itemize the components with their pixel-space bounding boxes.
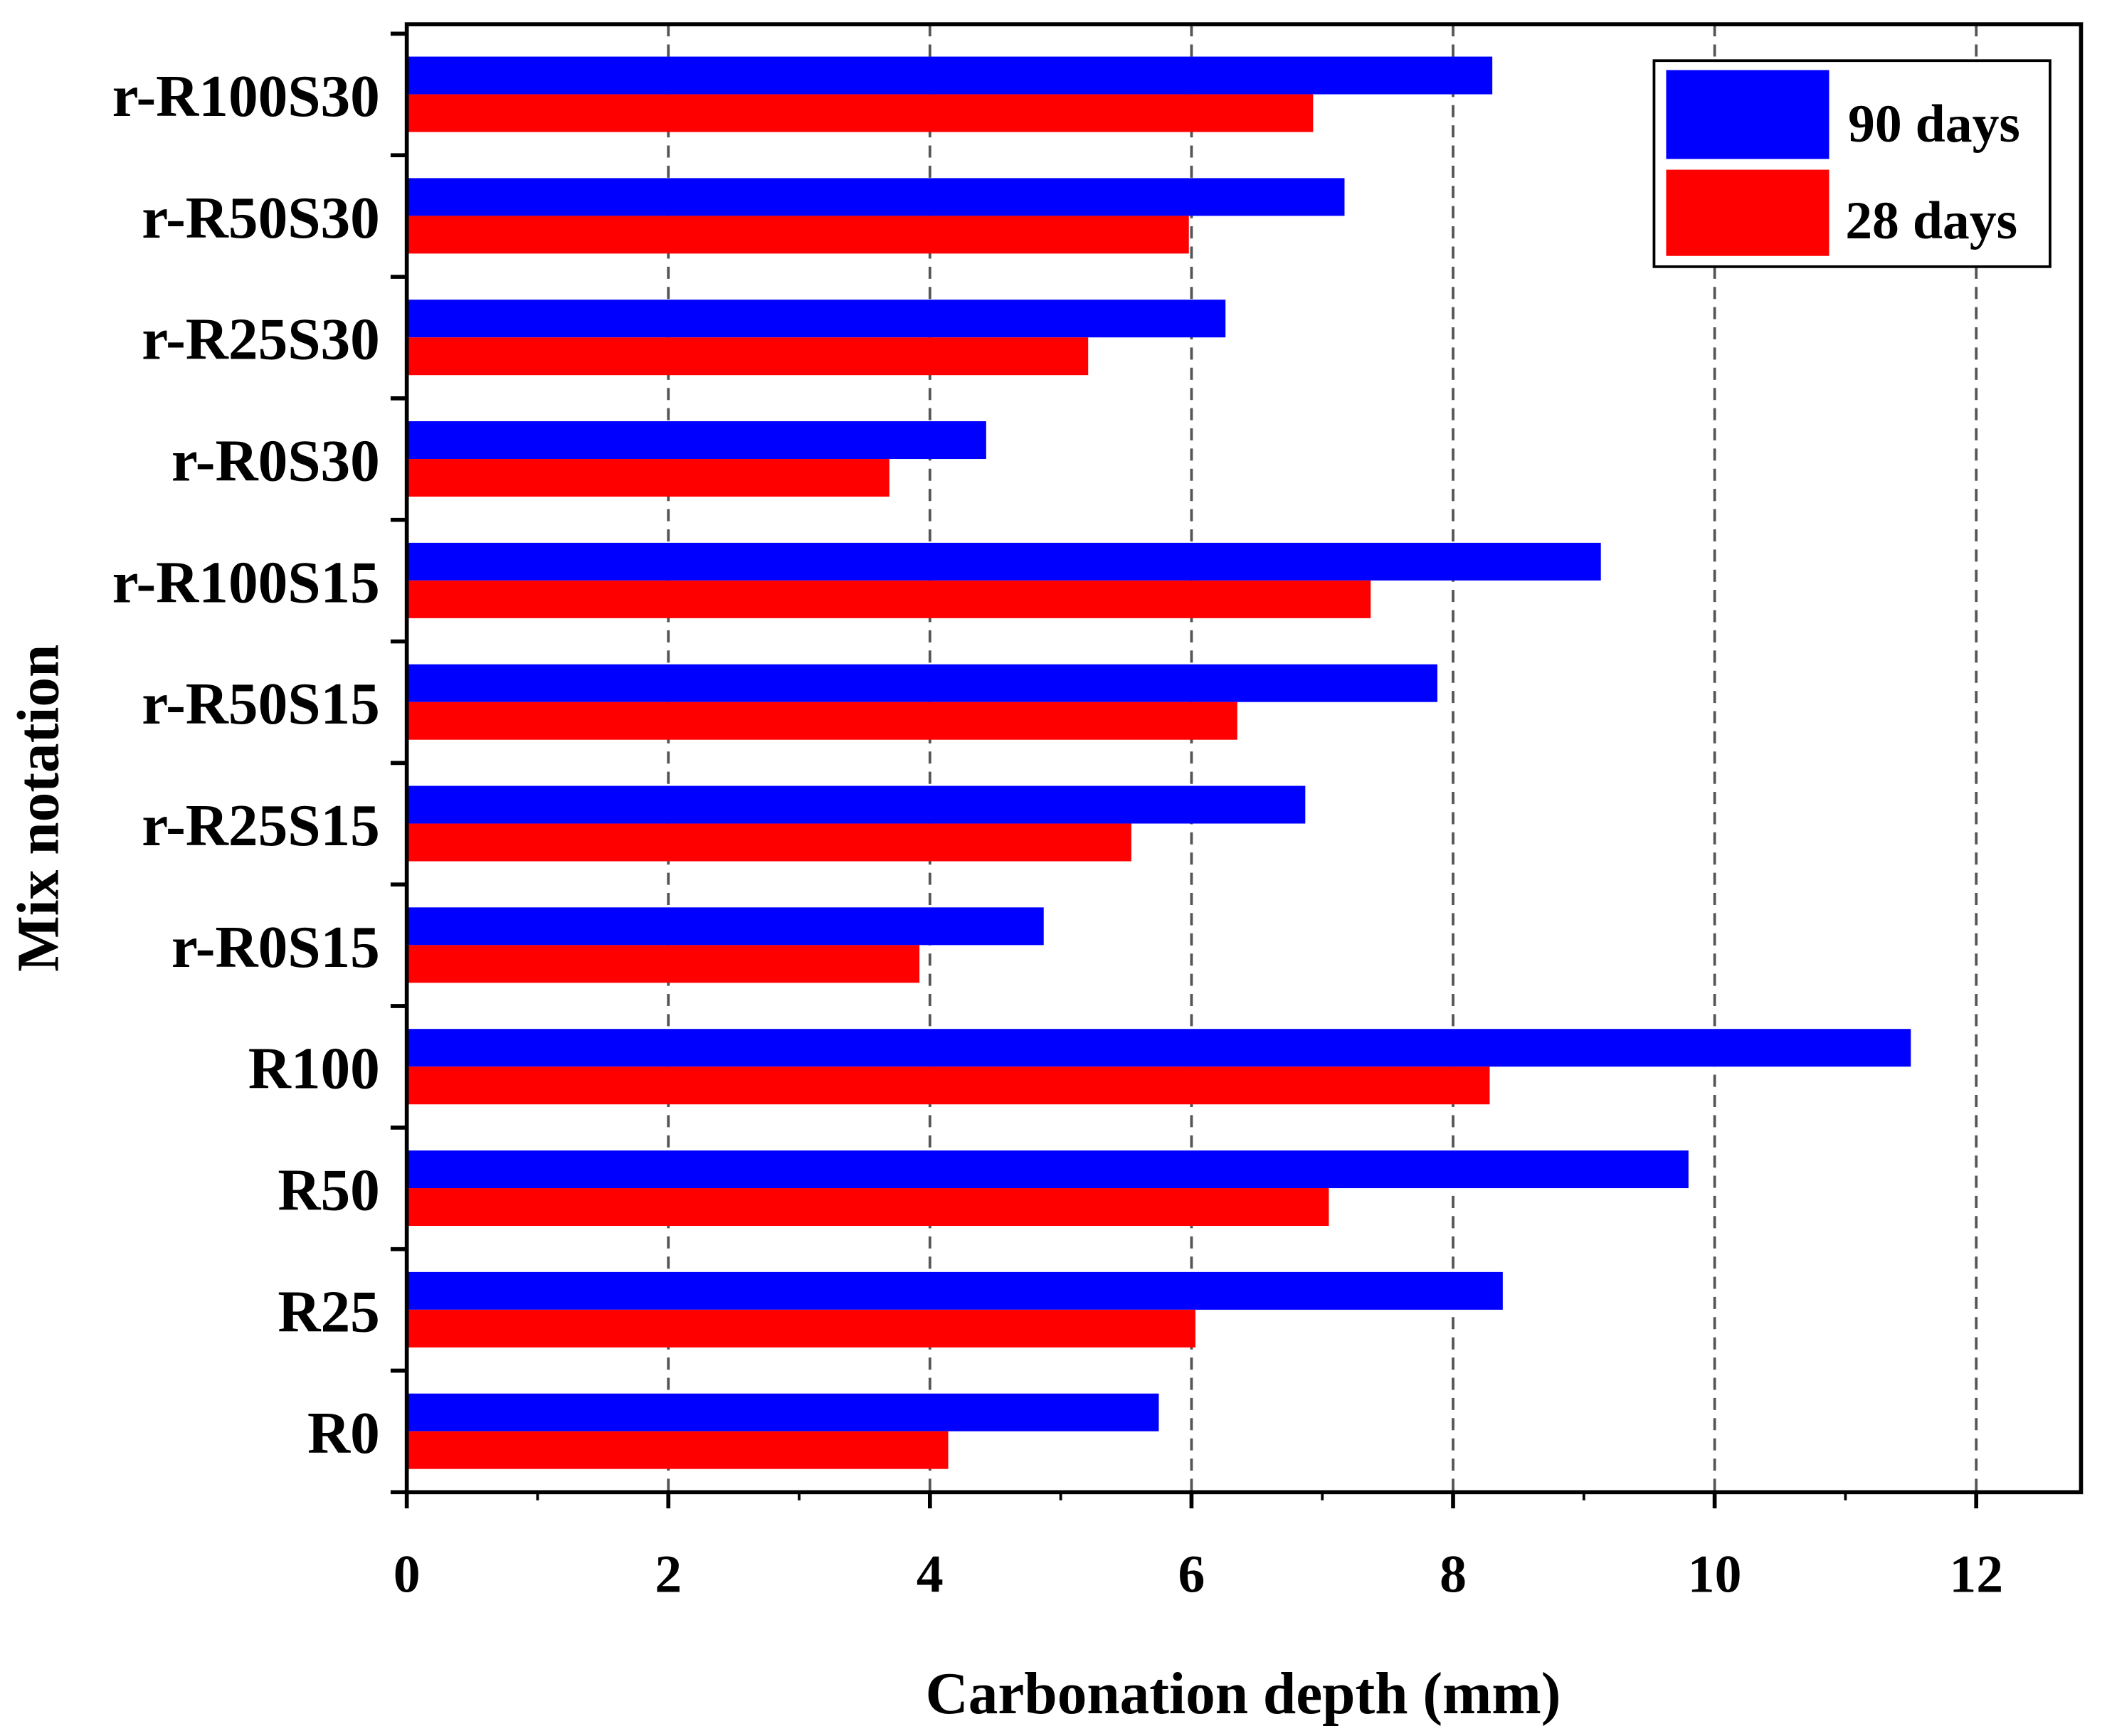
bar-r-R100S30-90-days xyxy=(406,56,1493,95)
y-tick-label: r-R100S15 xyxy=(112,550,380,615)
bar-r-R50S15-90-days xyxy=(406,664,1437,702)
bar-R100-28-days xyxy=(406,1067,1490,1105)
x-tick-label: 2 xyxy=(655,1545,682,1604)
bar-R0-28-days xyxy=(406,1431,949,1469)
legend-label-90-days: 90 days xyxy=(1848,95,2020,154)
grid-lines xyxy=(667,24,1978,1493)
y-tick-label: R25 xyxy=(278,1279,379,1345)
bar-r-R0S30-28-days xyxy=(406,459,889,497)
legend-swatch-28-days xyxy=(1666,169,1829,256)
y-axis: r-R100S30 r-R50S30 r-R25S30 r-R0S30 r-R100S1… xyxy=(112,31,407,1495)
bar-R50-28-days xyxy=(406,1188,1329,1227)
bar-r-R25S15-90-days xyxy=(406,785,1306,824)
x-tick-label: 12 xyxy=(1949,1545,2003,1604)
bar-r-R100S15-28-days xyxy=(406,580,1371,618)
x-tick-label: 10 xyxy=(1688,1545,1742,1604)
bar-r-R50S30-90-days xyxy=(406,178,1345,216)
bar-r-R50S30-28-days xyxy=(406,216,1189,254)
legend-swatch-90-days xyxy=(1666,70,1829,159)
y-tick-label: r-R25S15 xyxy=(142,793,380,859)
legend-label-28-days: 28 days xyxy=(1845,191,2017,250)
x-tick-label: 8 xyxy=(1440,1545,1467,1604)
y-axis-title: Mix notation xyxy=(6,645,71,972)
x-tick-label: 4 xyxy=(917,1545,944,1604)
bar-R25-90-days xyxy=(406,1271,1503,1310)
legend: 90 days 28 days xyxy=(1652,59,2052,268)
bar-r-R50S15-28-days xyxy=(406,702,1237,740)
bar-R0-90-days xyxy=(406,1393,1159,1431)
bar-r-R100S30-28-days xyxy=(406,94,1314,132)
bar-R50-90-days xyxy=(406,1150,1689,1189)
y-tick-label: r-R25S30 xyxy=(142,307,380,373)
y-tick-label: r-R100S30 xyxy=(112,64,380,129)
y-tick-label: r-R50S30 xyxy=(142,186,380,251)
bar-r-R25S30-90-days xyxy=(406,300,1226,338)
bar-r-R25S30-28-days xyxy=(406,337,1089,376)
bars xyxy=(406,56,1911,1469)
x-tick-label: 0 xyxy=(394,1545,421,1604)
bar-r-R0S15-90-days xyxy=(406,907,1044,946)
bar-R100-90-days xyxy=(406,1029,1911,1067)
y-tick-label: r-R0S15 xyxy=(171,915,380,980)
y-tick-label: R0 xyxy=(307,1401,380,1466)
bar-r-R0S30-90-days xyxy=(406,421,986,460)
bar-r-R0S15-28-days xyxy=(406,945,920,983)
x-axis: 0 2 4 6 8 10 12 xyxy=(394,1492,2003,1604)
y-tick-label: r-R50S15 xyxy=(142,672,380,737)
y-tick-label: R100 xyxy=(248,1037,380,1102)
bar-r-R100S15-90-days xyxy=(406,542,1601,581)
plot-frame xyxy=(404,22,2084,1495)
x-axis-title: Carbonation depth (mm) xyxy=(926,1661,1561,1727)
bar-R25-28-days xyxy=(406,1309,1195,1348)
y-tick-label: R50 xyxy=(278,1158,379,1224)
y-tick-label: r-R0S30 xyxy=(171,429,380,494)
x-tick-label: 6 xyxy=(1178,1545,1205,1604)
bar-r-R25S15-28-days xyxy=(406,823,1131,862)
